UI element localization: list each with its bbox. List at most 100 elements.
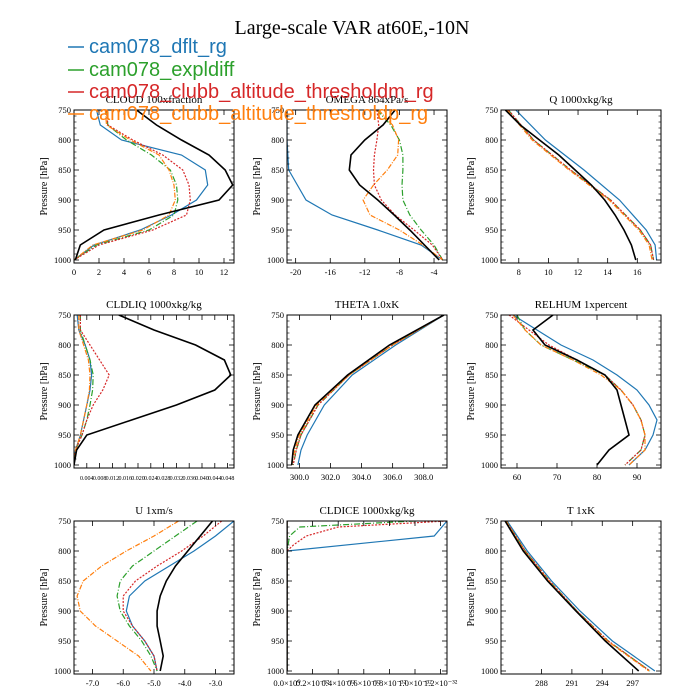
series-line	[505, 521, 651, 672]
y-tick-label: 900	[58, 195, 71, 205]
x-tick-label: 12	[574, 267, 583, 277]
y-tick-label: 750	[271, 105, 284, 115]
x-tick-label: 0.0×10⁰	[273, 678, 301, 688]
y-axis-label: Pressure [hPa]	[466, 362, 477, 420]
panel: 750 800 850 900 950 1000 0.0×10⁰0.2×10⁻³²0.4×1…	[252, 505, 458, 688]
x-tick-label: 302.0	[321, 472, 340, 482]
x-tick-label: 0.004	[80, 476, 94, 482]
x-tick-label: 0.032	[170, 476, 184, 482]
x-tick-label: 14	[603, 267, 612, 277]
x-tick-label: 304.0	[352, 472, 371, 482]
y-tick-label: 900	[271, 400, 284, 410]
y-tick-label: 1000	[267, 666, 284, 676]
plot-frame	[286, 314, 448, 469]
series-line	[287, 521, 447, 671]
legend-label: cam078_dflt_rg	[89, 36, 227, 58]
x-tick-label: 0.4×10⁻³²	[321, 678, 355, 688]
series-line	[287, 521, 447, 671]
panel-title: THETA 1.0xK	[335, 299, 400, 311]
series-line	[376, 110, 444, 261]
y-axis-label: Pressure [hPa]	[252, 362, 263, 420]
y-tick-label: 900	[485, 400, 498, 410]
series-line	[74, 110, 234, 261]
series-line	[505, 521, 650, 672]
series-group	[74, 110, 234, 261]
series-line	[287, 110, 444, 261]
y-tick-label: 750	[58, 516, 71, 526]
x-tick-label: 0.012	[106, 476, 120, 482]
series-line	[506, 521, 656, 672]
series-line	[74, 315, 94, 466]
series-line	[74, 110, 209, 261]
y-tick-label: 800	[271, 546, 284, 556]
y-tick-label: 950	[271, 225, 284, 235]
series-line	[74, 315, 232, 466]
x-tick-label: 0.036	[182, 476, 196, 482]
panel: 750 800 850 900 950 1000 8 10 12 14 16 Q 1000xkg/kg…	[466, 94, 662, 277]
series-line	[515, 110, 658, 261]
y-tick-label: 750	[58, 105, 71, 115]
y-tick-label: 750	[58, 310, 71, 320]
x-tick-label: -7.0	[86, 678, 99, 688]
panel-title: OMEGA 864xPa/s	[326, 94, 409, 106]
figure-title: Large-scale VAR at60E,-10N	[235, 17, 470, 39]
plot-frame	[73, 314, 235, 469]
series-line	[125, 521, 234, 672]
y-tick-label: 850	[271, 576, 284, 586]
x-tick-label: 1.0×10⁻³²	[398, 678, 432, 688]
y-tick-label: 850	[271, 370, 284, 380]
y-tick-label: 900	[485, 606, 498, 616]
x-tick-label: 0.016	[118, 476, 132, 482]
x-tick-label: 6	[147, 267, 151, 277]
y-tick-label: 950	[58, 636, 71, 646]
panel: 750 800 850 900 950 1000 -7.0 -6.0 -5.0 -4.0 -3.0 U…	[39, 505, 235, 688]
x-tick-label: 70	[553, 472, 562, 482]
x-tick-label: 1.2×10⁻³²	[424, 678, 458, 688]
series-group	[508, 315, 658, 466]
y-tick-label: 750	[485, 516, 498, 526]
x-tick-label: -16	[325, 267, 336, 277]
series-group	[504, 110, 658, 261]
series-group	[74, 315, 232, 466]
y-tick-label: 950	[485, 636, 498, 646]
series-line	[122, 521, 223, 672]
x-tick-label: 0.044	[208, 476, 222, 482]
panel: 750 800 850 900 950 1000 60 70 80 90 RELHUM 1xperc…	[466, 299, 662, 482]
x-tick-label: 90	[633, 472, 642, 482]
series-group	[287, 110, 444, 261]
panel-title: RELHUM 1xpercent	[535, 299, 628, 311]
x-tick-label: 308.0	[414, 472, 433, 482]
x-tick-label: 288	[535, 678, 548, 688]
x-tick-label: -3.0	[209, 678, 222, 688]
y-tick-label: 800	[271, 135, 284, 145]
y-axis-label: Pressure [hPa]	[252, 157, 263, 215]
series-line	[505, 521, 651, 672]
x-tick-label: -20	[290, 267, 301, 277]
series-line	[290, 315, 445, 466]
y-axis-label: Pressure [hPa]	[466, 568, 477, 626]
panel-title: U 1xm/s	[135, 505, 173, 517]
y-tick-label: 1000	[54, 255, 71, 265]
y-tick-label: 800	[485, 546, 498, 556]
y-tick-label: 800	[271, 340, 284, 350]
series-line	[287, 521, 416, 671]
series-line	[506, 110, 653, 261]
series-line	[516, 315, 646, 466]
y-tick-label: 1000	[481, 460, 498, 470]
x-tick-label: 0.6×10⁻³²	[347, 678, 381, 688]
x-tick-label: 0.028	[157, 476, 171, 482]
y-tick-label: 800	[485, 135, 498, 145]
panel-title: CLDLIQ 1000xkg/kg	[106, 299, 202, 311]
series-line	[512, 315, 658, 466]
series-line	[531, 315, 630, 466]
y-tick-label: 850	[485, 370, 498, 380]
x-tick-label: -5.0	[147, 678, 160, 688]
x-tick-label: 0.048	[221, 476, 235, 482]
y-axis-label: Pressure [hPa]	[39, 362, 50, 420]
x-tick-label: 0.8×10⁻³²	[373, 678, 407, 688]
y-tick-label: 1000	[481, 666, 498, 676]
